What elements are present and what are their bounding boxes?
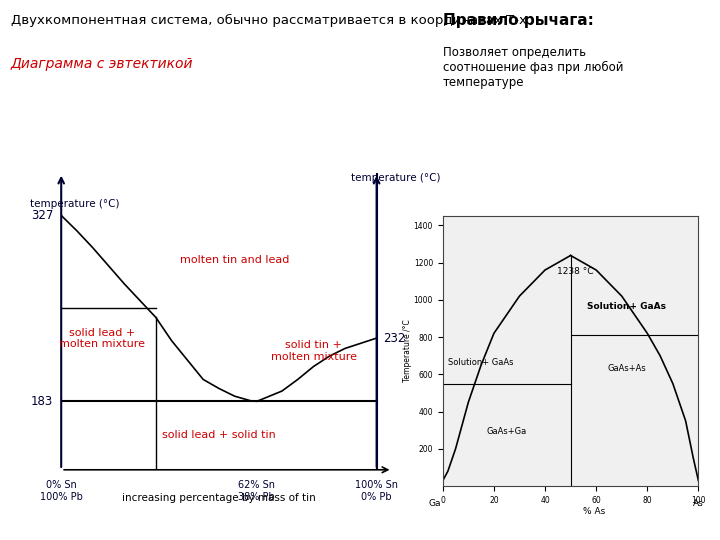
Text: As: As (693, 500, 703, 509)
Text: 0% Sn
100% Pb: 0% Sn 100% Pb (40, 480, 83, 502)
Text: 232: 232 (383, 332, 405, 345)
Text: Позволяет определить
соотношение фаз при любой
температуре: Позволяет определить соотношение фаз при… (443, 46, 624, 89)
Text: 62% Sn
38% Pb: 62% Sn 38% Pb (238, 480, 275, 502)
Text: solid tin +
molten mixture: solid tin + molten mixture (271, 340, 356, 362)
Text: Solution+ GaAs: Solution+ GaAs (449, 358, 514, 367)
Text: Solution+ GaAs: Solution+ GaAs (588, 302, 666, 311)
Text: % As: % As (583, 507, 606, 516)
Text: Диаграмма с эвтектикой: Диаграмма с эвтектикой (11, 57, 193, 71)
Text: temperature (°C): temperature (°C) (351, 173, 441, 183)
Text: GaAs+Ga: GaAs+Ga (487, 427, 527, 436)
Text: 327: 327 (31, 209, 53, 222)
Text: Двухкомпонентная система, обычно рассматривается в координатах Т-х: Двухкомпонентная система, обычно рассмат… (11, 14, 526, 26)
Text: Ga: Ga (429, 500, 441, 509)
Text: Правило рычага:: Правило рычага: (443, 14, 594, 29)
Text: solid lead +
molten mixture: solid lead + molten mixture (59, 328, 145, 349)
Text: molten tin and lead: molten tin and lead (180, 255, 289, 265)
Text: temperature (°C): temperature (°C) (30, 199, 119, 208)
Text: 1238 °C: 1238 °C (557, 267, 594, 275)
Text: increasing percentage by mass of tin: increasing percentage by mass of tin (122, 493, 316, 503)
Text: 183: 183 (31, 395, 53, 408)
Text: GaAs+As: GaAs+As (608, 363, 647, 373)
Y-axis label: Temperature /°C: Temperature /°C (403, 320, 413, 382)
Text: solid lead + solid tin: solid lead + solid tin (162, 429, 276, 440)
Text: 100% Sn
0% Pb: 100% Sn 0% Pb (355, 480, 398, 502)
